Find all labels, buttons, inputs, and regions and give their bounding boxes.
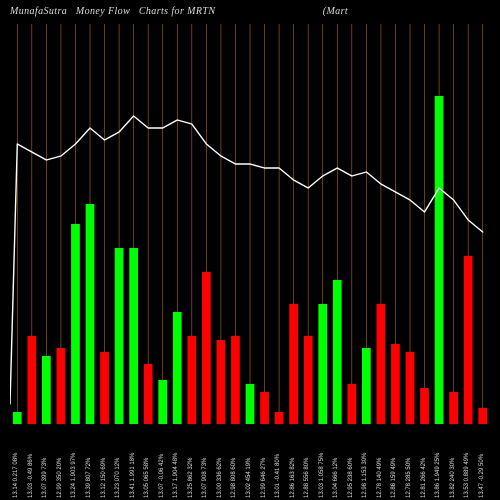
x-tick-label: 13.47 -0.29 50%: [479, 454, 485, 498]
x-tick-label: 13.02 454 19%: [246, 458, 252, 498]
x-tick-label: 12.86 159 49%: [391, 458, 397, 498]
chart-title: MunafaSutra Money Flow Charts for MRTN (…: [0, 6, 500, 17]
x-tick-label: 13.41 1.991 18%: [130, 453, 136, 498]
x-tick-label: 12.95 238 60%: [348, 458, 354, 498]
x-axis-labels: 13.14 0.217 08% 13.03 -0.49 86% 13.07 399 …: [10, 428, 490, 498]
x-tick-label: 12.81 266 42%: [421, 458, 427, 498]
x-tick-label: 13.39 807 72%: [86, 458, 92, 498]
x-tick-label: 13.12 150 69%: [101, 458, 107, 498]
x-tick-label: 13.01 -0.41 80%: [275, 454, 281, 498]
chart-container: MunafaSutra Money Flow Charts for MRTN (…: [0, 0, 500, 500]
x-tick-label: 12.99 350 20%: [57, 458, 63, 498]
x-tick-label: 12.88 556 80%: [304, 458, 310, 498]
x-tick-label: 13.14 0.217 08%: [13, 453, 19, 498]
x-tick-label: 12.86 163 82%: [290, 458, 296, 498]
x-tick-label: 13.00 336 62%: [217, 458, 223, 498]
x-tick-label: 13.03 1.058 75%: [319, 453, 325, 498]
x-tick-label: 13.82 240 30%: [450, 458, 456, 498]
x-tick-label: 12.98 808 60%: [231, 458, 237, 498]
x-tick-label: 12.78 285 50%: [406, 458, 412, 498]
x-tick-label: 13.17 1.904 48%: [173, 453, 179, 498]
x-tick-label: 12.99 646 27%: [261, 458, 267, 498]
x-tick-label: 13.25 862 32%: [188, 458, 194, 498]
x-tick-label: 13.07 399 73%: [42, 458, 48, 498]
x-tick-label: 13.07 -0.06 42%: [159, 454, 165, 498]
x-tick-label: 13.05 065 58%: [144, 458, 150, 498]
chart-plot: [10, 24, 490, 424]
x-tick-label: 13.03 -0.49 86%: [28, 454, 34, 498]
x-tick-label: 13.04 666 12%: [333, 458, 339, 498]
x-tick-label: 13.86 1.949 25%: [435, 453, 441, 498]
x-tick-label: 13.24 1.903 97%: [71, 453, 77, 498]
x-tick-label: 13.07 908 73%: [202, 458, 208, 498]
x-tick-label: 12.98 1.153 30%: [362, 453, 368, 498]
x-tick-label: 12.78 140 49%: [377, 458, 383, 498]
x-tick-label: 13.53 0.889 49%: [464, 453, 470, 498]
x-tick-label: 13.23 070 12%: [115, 458, 121, 498]
